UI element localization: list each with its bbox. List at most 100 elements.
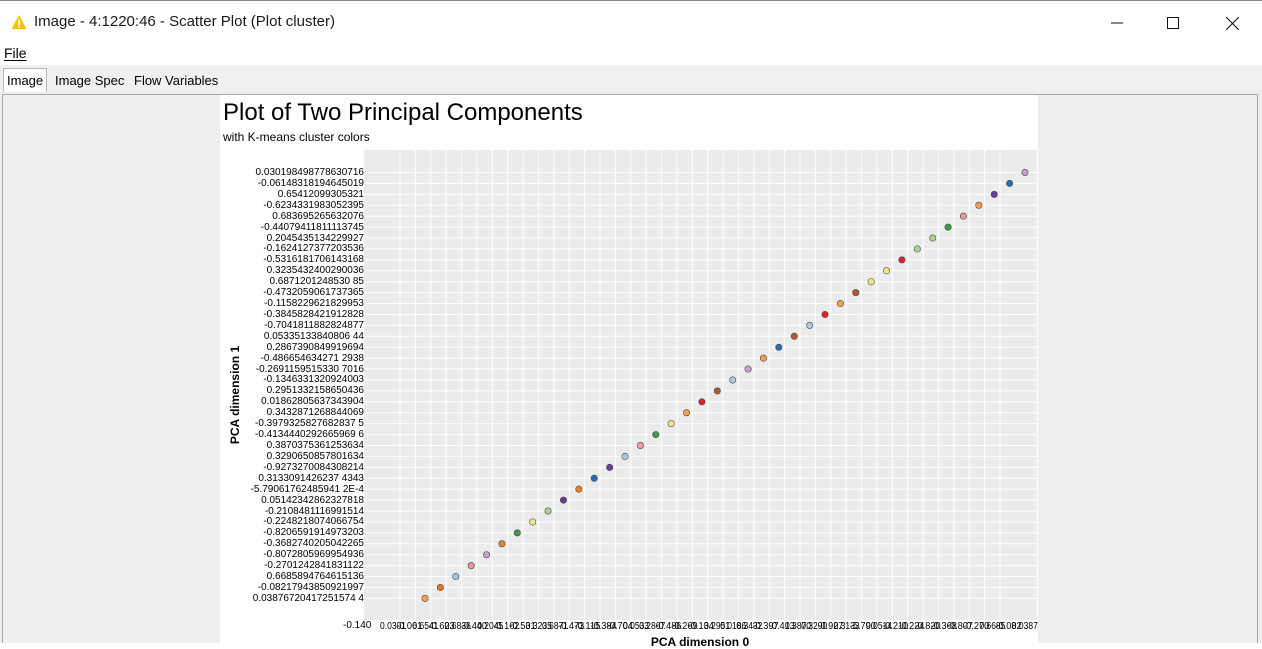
x-tick-label: 0.2867 bbox=[639, 621, 665, 632]
y-tick-label: -0.486654634271 2938 bbox=[260, 352, 364, 364]
scatter-point bbox=[929, 234, 937, 242]
x-tick-label: -0.224 bbox=[898, 621, 924, 632]
scatter-point bbox=[544, 507, 552, 515]
scatter-point bbox=[467, 562, 475, 570]
image-view-frame bbox=[2, 94, 1258, 643]
y-tick-label: 0.01862805637343904 bbox=[261, 396, 364, 408]
x-tick-label: 0.0186 bbox=[720, 621, 746, 632]
x-tick-label: -0.927 bbox=[817, 621, 843, 632]
x-tick-label: -0.623 bbox=[429, 621, 455, 632]
y-tick-label: 0.2045435134229927 bbox=[266, 232, 364, 244]
scatter-point bbox=[683, 409, 691, 417]
y-tick-label: -0.08217943850921997 bbox=[257, 581, 364, 593]
minimize-button[interactable] bbox=[1094, 8, 1140, 38]
x-tick-label: 0.6836 bbox=[445, 621, 471, 632]
scatter-point bbox=[575, 485, 583, 493]
x-tick-label: -0.270 bbox=[963, 621, 989, 632]
scatter-point bbox=[636, 441, 644, 449]
x-tick-label: -0.210 bbox=[882, 621, 908, 632]
scatter-point bbox=[759, 354, 767, 362]
y-tick-label: -0.7041811882824877 bbox=[264, 319, 364, 331]
x-tick-label-first: -0.140 bbox=[343, 620, 372, 631]
x-tick-label: -0.473 bbox=[558, 621, 584, 632]
plot-area bbox=[364, 150, 1037, 620]
y-tick-label: -0.44079411811113745 bbox=[260, 221, 364, 233]
scatter-point bbox=[975, 201, 983, 209]
y-tick-label: -0.3845828421912828 bbox=[263, 308, 364, 320]
scatter-point bbox=[944, 223, 952, 231]
x-tick-label: -0.384 bbox=[591, 621, 617, 632]
y-tick-label: -0.2691159515330 7016 bbox=[255, 363, 364, 375]
scatter-point bbox=[990, 190, 998, 198]
scatter-point bbox=[436, 583, 444, 591]
x-tick-label: -0.061 bbox=[396, 621, 422, 632]
menu-bar: File bbox=[0, 45, 1262, 65]
minimize-icon bbox=[1111, 22, 1123, 24]
y-tick-label: -5.79061762485941 2E-4 bbox=[250, 483, 364, 495]
y-tick-label: 0.6685894764615136 bbox=[266, 571, 364, 583]
scatter-point bbox=[1021, 168, 1029, 176]
x-tick-label: 0.3432 bbox=[736, 621, 762, 632]
y-tick-label: -0.9273270084308214 bbox=[263, 461, 364, 473]
close-icon bbox=[1225, 16, 1239, 30]
scatter-point bbox=[529, 518, 537, 526]
y-tick-label: 0.2867390849919694 bbox=[266, 341, 364, 353]
y-tick-label: 0.05142342862327818 bbox=[261, 494, 364, 506]
y-tick-label: -0.3979325827682837 5 bbox=[255, 418, 364, 430]
x-tick-label: 0.3235 bbox=[526, 621, 552, 632]
tab-image-spec[interactable]: Image Spec bbox=[52, 70, 127, 91]
scatter-point bbox=[744, 365, 752, 373]
x-tick-label: -0.704 bbox=[607, 621, 633, 632]
y-tick-label: -0.2701242841831122 bbox=[264, 560, 364, 572]
chart-subtitle: with K-means cluster colors bbox=[223, 130, 370, 144]
y-tick-label: -0.1346331320924003 bbox=[263, 374, 364, 386]
scatter-point bbox=[790, 332, 798, 340]
x-tick-label: -0.807 bbox=[947, 621, 973, 632]
menu-file[interactable]: File bbox=[4, 45, 27, 61]
close-button[interactable] bbox=[1209, 8, 1255, 38]
scatter-point bbox=[1006, 179, 1014, 187]
x-tick-label: -0.082 bbox=[996, 621, 1022, 632]
x-tick-label: -0.397 bbox=[753, 621, 779, 632]
tab-image[interactable]: Image bbox=[3, 68, 48, 92]
x-tick-label: -0.440 bbox=[461, 621, 487, 632]
y-tick-label: 0.3870375361253634 bbox=[266, 440, 364, 451]
scatter-point bbox=[883, 267, 891, 275]
scatter-point bbox=[898, 256, 906, 264]
x-tick-label: 0.2045 bbox=[477, 621, 503, 632]
y-tick-label: -0.1624127377203536 bbox=[263, 243, 364, 255]
scatter-point bbox=[621, 452, 629, 460]
scatter-point bbox=[713, 387, 721, 395]
tab-flow-variables[interactable]: Flow Variables bbox=[131, 70, 221, 91]
scatter-point bbox=[667, 420, 675, 428]
y-tick-label: -0.1158229621829953 bbox=[264, 298, 364, 310]
scatter-point bbox=[606, 463, 614, 471]
scatter-plot-image: Plot of Two Principal Components with K-… bbox=[220, 95, 1038, 649]
tab-image-spec-label: Image Spec bbox=[55, 73, 125, 88]
x-tick-label: -0.134 bbox=[688, 621, 714, 632]
x-tick-label: 0.0533 bbox=[623, 621, 649, 632]
x-tick-label: -0.115 bbox=[574, 621, 600, 632]
scatter-point bbox=[836, 300, 844, 308]
tab-flow-variables-label: Flow Variables bbox=[134, 73, 219, 88]
y-tick-label: 0.3133091426237 4343 bbox=[258, 472, 364, 484]
y-tick-label: -0.4134440292665969 6 bbox=[255, 429, 364, 441]
y-tick-label: -0.4732059061737365 bbox=[263, 287, 364, 299]
scatter-point bbox=[483, 551, 491, 559]
x-tick-label: -0.413 bbox=[769, 621, 795, 632]
y-tick-label: -0.3682740205042265 bbox=[263, 538, 364, 550]
y-tick-label: -0.5316181706143168 bbox=[263, 254, 364, 266]
scatter-point bbox=[729, 376, 737, 384]
x-tick-label: -0.368 bbox=[931, 621, 957, 632]
y-tick-label: -0.6234331983052395 bbox=[263, 199, 364, 211]
x-tick-label: 0.0514 bbox=[866, 621, 892, 632]
y-tick-label: 0.683695265632076 bbox=[272, 210, 364, 222]
window-top-border bbox=[0, 0, 1262, 1]
maximize-button[interactable] bbox=[1150, 8, 1196, 38]
x-tick-label: 0.3133 bbox=[834, 621, 860, 632]
y-tick-label: 0.3235432400290036 bbox=[266, 265, 364, 277]
tab-image-label: Image bbox=[7, 73, 44, 88]
y-tick-label: 0.2951332158650436 bbox=[266, 385, 364, 397]
y-tick-label: 0.03876720417251574 4 bbox=[252, 592, 364, 604]
scatter-point bbox=[452, 573, 460, 581]
